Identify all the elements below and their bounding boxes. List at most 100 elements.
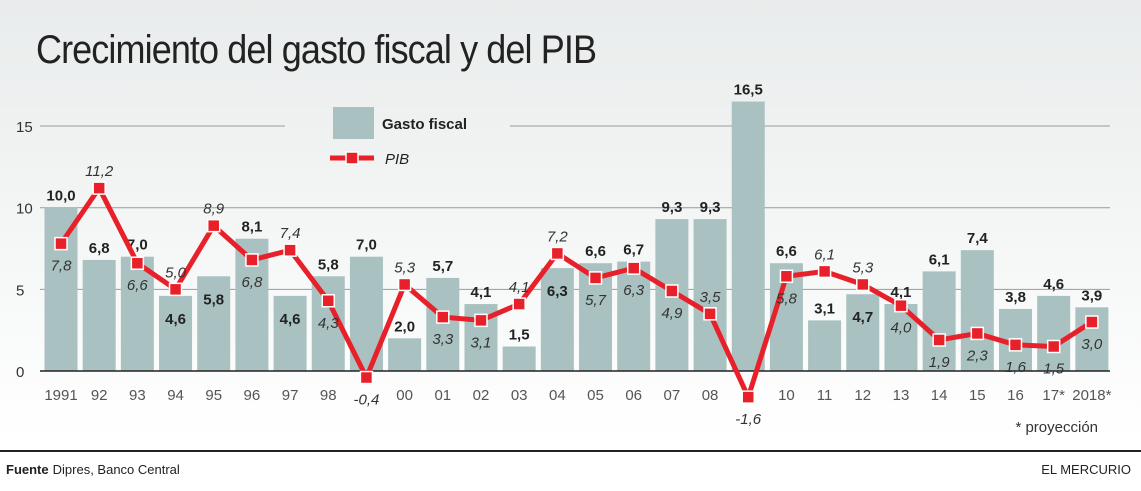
pib-marker [397,277,412,292]
pib-marker [92,181,106,195]
bar-value-label: 4,6 [280,311,301,328]
bar-value-label: 4,1 [471,284,492,301]
pib-value-label: 6,8 [241,274,263,291]
x-tick-label: 03 [511,387,528,404]
x-tick-label: 13 [893,387,910,404]
pib-marker [741,390,755,404]
pib-marker [856,277,870,292]
pib-marker [245,253,259,267]
pib-marker [932,333,946,347]
footnote: * proyección [1015,419,1098,436]
pib-value-label: 4,0 [891,320,913,337]
x-tick-label: 11 [817,387,833,404]
x-tick-label: 10 [778,387,795,404]
x-tick-label: 14 [931,387,948,404]
x-tick-label: 15 [969,387,986,404]
pib-marker [588,271,603,285]
legend-marker-pib [345,151,359,165]
legend-label-pib: PIB [385,151,409,168]
pib-value-label: 7,8 [51,258,73,275]
x-tick-label: 00 [396,387,413,404]
source-label: Fuente [6,462,49,477]
x-tick-label: 17* [1042,387,1065,404]
bar-value-label: 7,4 [967,230,989,247]
x-tick-label: 04 [549,387,566,404]
pib-value-label: 5,3 [852,259,874,276]
pib-value-label: 8,9 [203,201,225,218]
x-tick-label: 94 [167,387,184,404]
bar-gasto-fiscal [426,277,460,371]
pib-marker [512,297,526,311]
bar-value-label: 8,1 [241,219,262,236]
pib-value-label: 3,1 [471,334,492,351]
pib-value-label: 3,0 [1081,336,1103,353]
bar-value-label: 9,3 [661,199,682,216]
x-tick-label: 16 [1007,387,1024,404]
pib-line [58,183,1094,405]
source-text: Dipres, Banco Central [52,462,180,477]
pib-marker [54,236,68,251]
pib-marker [359,370,374,385]
pib-value-label: 3,3 [432,331,454,348]
bar-gasto-fiscal [82,259,116,371]
pib-marker [168,282,183,297]
pib-marker [779,269,794,284]
bar-value-label: 6,8 [89,240,110,257]
pib-marker [970,326,985,341]
bar-value-label: 4,1 [891,284,912,301]
bar-value-label: 7,0 [356,237,377,254]
pib-value-label: 5,0 [165,264,187,281]
pib-marker [894,298,908,313]
bar-value-label: 6,1 [929,251,950,268]
x-tick-label: 08 [702,387,719,404]
pib-value-label: -1,6 [735,411,762,428]
x-tick-label: 02 [473,387,490,404]
bar-gasto-fiscal [273,295,307,371]
bar-value-label: 2,0 [394,318,415,335]
x-tick-label: 93 [129,387,146,404]
pib-value-label: -0,4 [354,392,380,409]
x-tick-label: 12 [854,387,871,404]
x-tick-label: 96 [244,387,261,404]
pib-marker [665,284,679,298]
chart-title: Crecimiento del gasto fiscal y del PIB [36,28,597,72]
bar-gasto-fiscal [388,338,422,371]
bar-value-label: 9,3 [700,199,721,216]
pib-marker [206,218,221,233]
pib-value-label: 7,4 [280,225,301,242]
bar-gasto-fiscal [502,346,536,371]
pib-value-label: 4,9 [661,305,683,322]
pib-value-label: 11,2 [85,163,114,180]
legend-label-gasto: Gasto fiscal [382,116,467,133]
bar-gasto-fiscal [922,271,956,371]
pib-value-label: 1,9 [929,354,951,371]
bar-gasto-fiscal [960,250,994,371]
bar-gasto-fiscal [197,276,231,371]
bar-value-label: 6,7 [623,242,644,259]
bar-value-label: 3,8 [1005,289,1026,306]
bar-value-label: 4,6 [165,311,186,328]
x-tick-label: 92 [91,387,108,404]
footer: Fuente Dipres, Banco Central EL MERCURIO [0,450,1141,491]
x-tick-label: 01 [434,387,451,404]
pib-marker [817,264,832,279]
pib-value-label: 5,7 [585,292,607,309]
pib-marker [474,313,488,328]
bar-value-label: 1,5 [509,327,530,344]
x-tick-label: 05 [587,387,604,404]
bar-value-label: 4,7 [852,309,873,326]
pib-value-label: 6,6 [127,277,149,294]
bar-value-label: 6,3 [547,283,568,300]
pib-value-label: 5,3 [394,259,416,276]
pib-marker [321,294,336,308]
bar-value-label: 6,6 [585,243,606,260]
bar-gasto-fiscal [617,261,651,371]
pib-marker [1008,338,1023,352]
pib-marker [283,243,297,257]
bar-gasto-fiscal [808,320,842,371]
y-tick-label: 0 [16,364,24,381]
x-tick-label: 95 [205,387,222,404]
pib-marker [703,307,717,321]
pib-marker [436,310,450,324]
